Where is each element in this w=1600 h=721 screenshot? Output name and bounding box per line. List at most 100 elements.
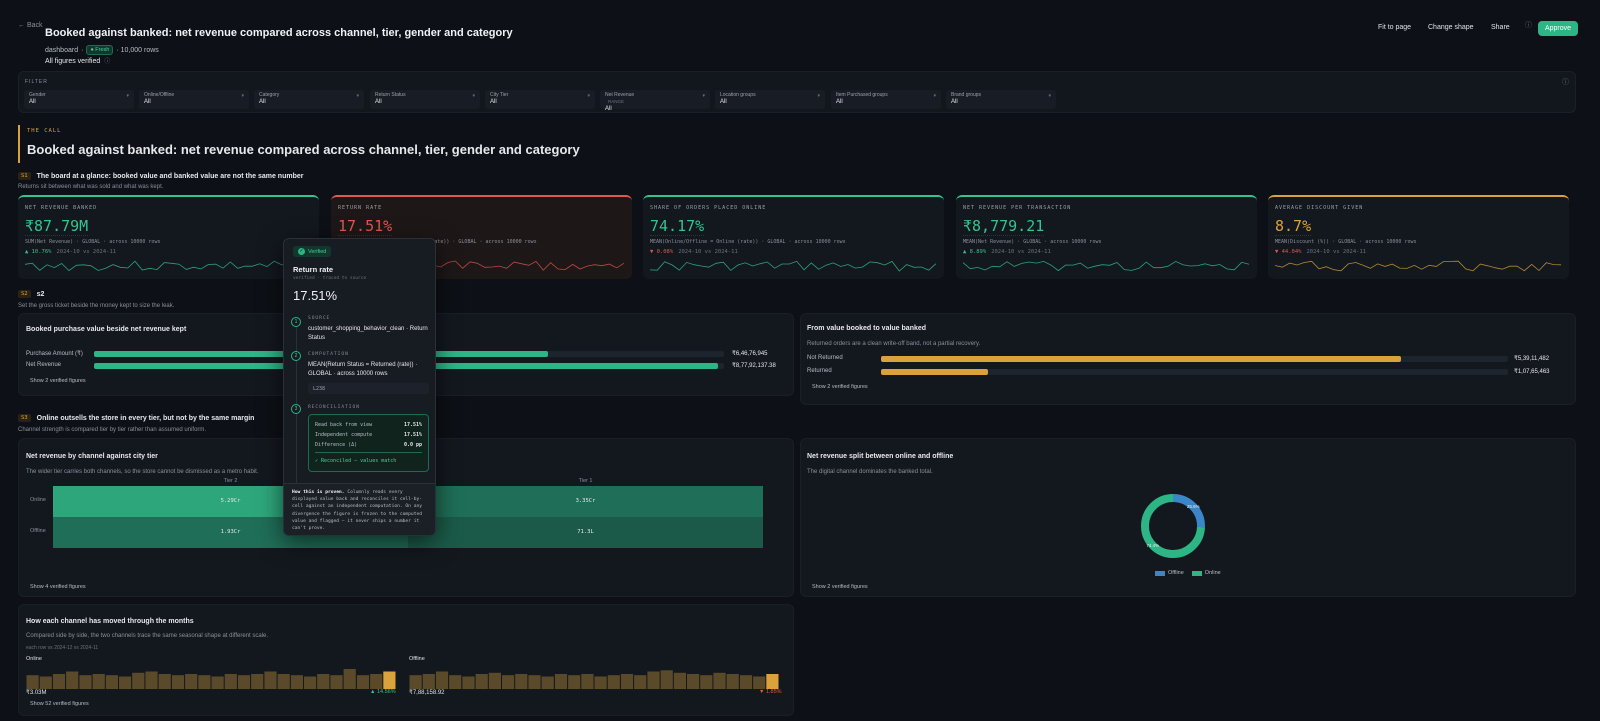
offline-month-bar[interactable] xyxy=(594,676,607,690)
filter-dropdown[interactable]: City Tier All ▾ xyxy=(485,90,595,109)
kpi-card[interactable]: NET REVENUE PER TRANSACTION ₹8,779.21 MEAN… xyxy=(956,195,1257,279)
filter-dropdown[interactable]: Brand groups All ▾ xyxy=(946,90,1056,109)
offline-month-bar[interactable] xyxy=(422,674,435,689)
filter-dropdown[interactable]: Category All ▾ xyxy=(254,90,364,109)
breadcrumb[interactable]: dashboard xyxy=(45,46,79,54)
show-verified-link[interactable]: Show 2 verified figures xyxy=(30,378,86,384)
filter-dropdown[interactable]: Gender All ▾ xyxy=(24,90,134,109)
offline-month-bar[interactable] xyxy=(753,676,766,690)
kpi-value[interactable]: ₹8,779.21 xyxy=(963,217,1045,236)
online-label: Online xyxy=(26,656,42,662)
fit-to-page-button[interactable]: Fit to page xyxy=(1378,24,1412,31)
back-link[interactable]: ← Back xyxy=(18,22,43,29)
online-month-bar[interactable] xyxy=(251,674,264,689)
offline-month-bar[interactable] xyxy=(634,675,647,689)
kpi-value[interactable]: 8.7% xyxy=(1275,217,1312,236)
kpi-value[interactable]: 17.51% xyxy=(338,217,393,236)
donut-slice-offline[interactable] xyxy=(1172,494,1205,528)
offline-month-bar[interactable] xyxy=(660,670,673,689)
online-month-bar[interactable] xyxy=(79,675,92,689)
show-verified-link[interactable]: Show 4 verified figures xyxy=(30,584,86,590)
show-verified-link[interactable]: Show 52 verified figures xyxy=(30,701,89,707)
kpi-card[interactable]: SHARE OF ORDERS PLACED ONLINE 74.17% MEAN(… xyxy=(643,195,944,279)
bar-fill[interactable] xyxy=(881,356,1402,362)
offline-month-bar[interactable] xyxy=(766,674,779,689)
offline-month-bar[interactable] xyxy=(488,672,501,689)
offline-month-bar[interactable] xyxy=(554,674,568,689)
filter-dropdown[interactable]: Item Purchased groups All ▾ xyxy=(831,90,941,109)
code-ref[interactable]: L238 xyxy=(308,383,429,394)
offline-month-bar[interactable] xyxy=(739,675,753,689)
offline-month-bar[interactable] xyxy=(581,674,594,689)
online-month-bar[interactable] xyxy=(26,675,39,689)
filter-dropdown[interactable]: Location groups All ▾ xyxy=(715,90,825,109)
offline-month-bar[interactable] xyxy=(620,674,634,689)
show-verified-link[interactable]: Show 2 verified figures xyxy=(812,584,868,590)
online-month-bar[interactable] xyxy=(370,674,383,689)
online-month-bar[interactable] xyxy=(132,672,145,689)
online-month-bar[interactable] xyxy=(330,675,343,689)
online-month-bar[interactable] xyxy=(92,674,105,689)
kpi-card[interactable]: NET REVENUE BANKED ₹87.79M SUM(Net Revenue… xyxy=(18,195,319,279)
offline-month-bar[interactable] xyxy=(502,675,515,689)
filter-dropdown[interactable]: Return Status All ▾ xyxy=(370,90,480,109)
online-month-bar[interactable] xyxy=(356,675,370,689)
show-verified-link[interactable]: Show 2 verified figures xyxy=(812,384,868,390)
legend-item[interactable]: Online xyxy=(1191,570,1221,576)
online-month-bar[interactable] xyxy=(145,671,158,690)
kpi-card[interactable]: AVERAGE DISCOUNT GIVEN 8.7% MEAN(Discount … xyxy=(1268,195,1569,279)
help-icon[interactable]: ⓘ xyxy=(1525,22,1532,29)
change-shape-button[interactable]: Change shape xyxy=(1428,24,1474,31)
online-month-bar[interactable] xyxy=(304,676,317,690)
online-month-bar[interactable] xyxy=(343,669,356,689)
share-button[interactable]: Share xyxy=(1491,24,1510,31)
approve-button[interactable]: Approve xyxy=(1538,21,1578,36)
offline-month-bar[interactable] xyxy=(475,674,488,689)
online-month-bar[interactable] xyxy=(105,675,118,689)
offline-month-bar[interactable] xyxy=(700,675,713,689)
offline-month-bar[interactable] xyxy=(687,674,700,689)
online-month-bar[interactable] xyxy=(224,674,237,689)
offline-month-bar[interactable] xyxy=(515,674,528,689)
heatmap-row-label: Offline xyxy=(30,528,46,534)
offline-month-bar[interactable] xyxy=(462,676,475,690)
filter-dropdown[interactable]: Online/Offline All ▾ xyxy=(139,90,249,109)
offline-month-bar[interactable] xyxy=(673,672,686,689)
offline-month-bar[interactable] xyxy=(409,675,422,689)
online-month-bar[interactable] xyxy=(171,675,185,689)
offline-month-bar[interactable] xyxy=(726,674,739,689)
offline-month-bar[interactable] xyxy=(449,675,462,689)
info-icon[interactable]: ⓘ xyxy=(104,59,111,65)
offline-month-bar[interactable] xyxy=(541,676,554,690)
online-month-bar[interactable] xyxy=(383,671,396,690)
offline-month-bar[interactable] xyxy=(528,675,541,689)
kpi-value[interactable]: 74.17% xyxy=(650,217,705,236)
offline-month-bar[interactable] xyxy=(568,675,581,689)
filter-dropdown[interactable]: Net Revenue RANGE All ▾ xyxy=(600,90,710,112)
heatmap-cell[interactable]: 3.35Cr xyxy=(408,486,763,517)
online-month-bar[interactable] xyxy=(185,674,198,689)
offline-month-bar[interactable] xyxy=(435,671,449,690)
filter-info-icon[interactable]: ⓘ xyxy=(1562,79,1569,86)
online-month-bar[interactable] xyxy=(211,676,224,690)
kpi-card[interactable]: RETURN RATE 17.51% MEAN(Return Status = Re… xyxy=(331,195,632,279)
online-month-bar[interactable] xyxy=(119,676,132,690)
online-month-bar[interactable] xyxy=(39,676,52,690)
online-month-bar[interactable] xyxy=(52,674,66,689)
donut-slice-online[interactable] xyxy=(1141,494,1205,558)
online-month-bar[interactable] xyxy=(290,675,303,689)
offline-month-bar[interactable] xyxy=(607,675,620,689)
online-month-bar[interactable] xyxy=(237,675,251,689)
online-month-bar[interactable] xyxy=(277,674,290,689)
online-month-bar[interactable] xyxy=(264,671,277,690)
offline-month-bar[interactable] xyxy=(713,672,726,689)
bar-fill[interactable] xyxy=(881,369,988,375)
heatmap-cell[interactable]: 71.3L xyxy=(408,517,763,548)
kpi-value[interactable]: ₹87.79M xyxy=(25,217,89,236)
online-month-bar[interactable] xyxy=(198,675,211,689)
online-month-bar[interactable] xyxy=(317,674,330,689)
offline-month-bar[interactable] xyxy=(647,671,660,690)
online-month-bar[interactable] xyxy=(158,674,171,689)
online-month-bar[interactable] xyxy=(66,671,79,690)
legend-item[interactable]: Offline xyxy=(1155,570,1184,576)
